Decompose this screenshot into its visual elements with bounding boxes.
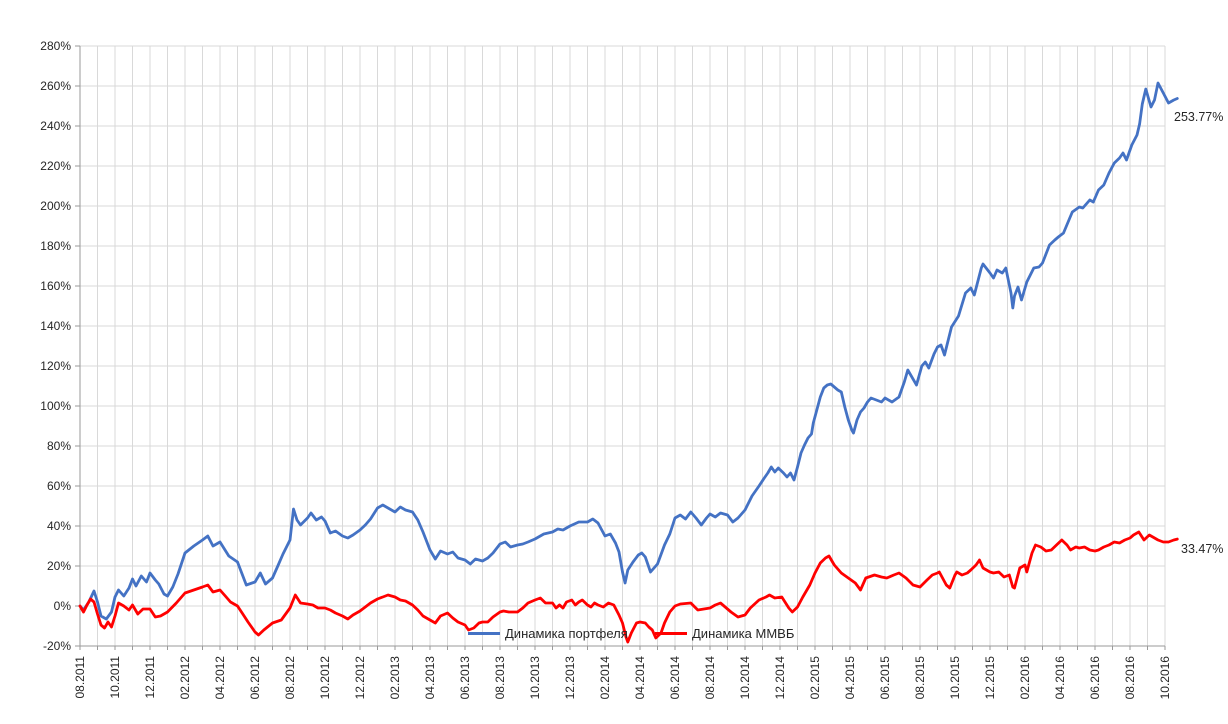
x-tick-label: 12.2013 — [563, 656, 577, 700]
x-tick-label: 02.2013 — [388, 656, 402, 700]
y-tick-label: 60% — [47, 479, 71, 493]
x-tick-label: 08.2014 — [703, 656, 717, 700]
x-tick-label: 04.2015 — [843, 656, 857, 700]
y-tick-label: 220% — [40, 159, 71, 173]
x-tick-label: 08.2012 — [283, 656, 297, 700]
portfolio-line-swatch-icon — [468, 632, 500, 635]
x-tick-label: 06.2012 — [248, 656, 262, 700]
x-tick-label: 10.2013 — [528, 656, 542, 700]
y-tick-label: 100% — [40, 399, 71, 413]
x-tick-label: 12.2012 — [353, 656, 367, 700]
x-tick-label: 08.2015 — [913, 656, 927, 700]
y-tick-label: 80% — [47, 439, 71, 453]
x-tick-label: 06.2016 — [1088, 656, 1102, 700]
x-tick-label: 02.2016 — [1018, 656, 1032, 700]
y-tick-label: 240% — [40, 119, 71, 133]
x-tick-label: 10.2016 — [1158, 656, 1172, 700]
y-tick-label: 0% — [54, 599, 72, 613]
y-tick-label: 20% — [47, 559, 71, 573]
micex-end-value-label: 33.47% — [1181, 542, 1224, 556]
x-tick-label: 04.2016 — [1053, 656, 1067, 700]
y-tick-label: 140% — [40, 319, 71, 333]
micex-line-swatch-icon — [655, 632, 687, 635]
x-tick-label: 12.2011 — [143, 656, 157, 699]
x-tick-label: 08.2016 — [1123, 656, 1137, 700]
y-tick-label: 40% — [47, 519, 71, 533]
y-tick-label: 260% — [40, 79, 71, 93]
x-tick-label: 04.2014 — [633, 656, 647, 700]
x-tick-label: 06.2013 — [458, 656, 472, 700]
x-tick-label: 08.2013 — [493, 656, 507, 700]
y-tick-label: -20% — [43, 639, 71, 653]
x-tick-label: 06.2014 — [668, 656, 682, 700]
x-tick-label: 02.2014 — [598, 656, 612, 700]
x-tick-label: 10.2012 — [318, 656, 332, 700]
x-tick-label: 12.2014 — [773, 656, 787, 700]
x-tick-label: 06.2015 — [878, 656, 892, 700]
y-tick-label: 120% — [40, 359, 71, 373]
x-tick-label: 12.2015 — [983, 656, 997, 700]
y-tick-label: 160% — [40, 279, 71, 293]
legend-entry-micex: Динамика ММВБ — [655, 626, 794, 641]
legend-label-portfolio: Динамика портфеля — [505, 626, 628, 641]
x-tick-label: 04.2013 — [423, 656, 437, 700]
x-tick-label: 10.2014 — [738, 656, 752, 700]
micex-series-line — [78, 530, 1179, 644]
x-tick-label: 10.2011 — [108, 656, 122, 699]
x-tick-label: 10.2015 — [948, 656, 962, 700]
y-tick-label: 200% — [40, 199, 71, 213]
y-tick-label: 180% — [40, 239, 71, 253]
x-tick-label: 08.2011 — [73, 656, 87, 699]
x-tick-label: 02.2015 — [808, 656, 822, 700]
portfolio-series-line — [78, 81, 1179, 621]
legend-entry-portfolio: Динамика портфеля — [468, 626, 628, 641]
x-tick-label: 02.2012 — [178, 656, 192, 700]
legend-label-micex: Динамика ММВБ — [692, 626, 795, 641]
portfolio-end-value-label: 253.77% — [1174, 110, 1224, 124]
x-tick-label: 04.2012 — [213, 656, 227, 700]
y-tick-label: 280% — [40, 39, 71, 53]
